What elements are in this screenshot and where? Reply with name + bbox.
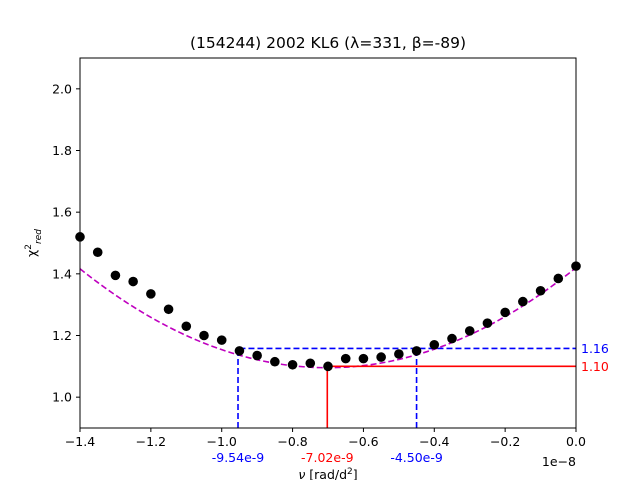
- x-tick-label: −0.2: [490, 434, 520, 449]
- data-points: [75, 232, 581, 372]
- interval-right-label: -4.50e-9: [390, 450, 443, 465]
- interval-left-label: -9.54e-9: [212, 450, 265, 465]
- data-point: [411, 346, 422, 356]
- data-point: [358, 353, 369, 364]
- y-axis-label: χ2red: [24, 229, 44, 257]
- data-point: [518, 296, 528, 307]
- minimum-chi2-label: 1.10: [581, 359, 609, 374]
- data-point: [163, 304, 174, 315]
- data-point: [429, 339, 440, 350]
- fit-curve: [79, 267, 577, 369]
- data-point: [287, 359, 298, 370]
- data-point: [535, 285, 546, 296]
- y-tick-label: 1.2: [52, 328, 72, 343]
- data-point: [553, 273, 564, 284]
- y-tick-label: 1.0: [52, 390, 72, 405]
- interval-chi2-label: 1.16: [581, 341, 609, 356]
- minimum-nu-label: -7.02e-9: [301, 450, 354, 465]
- x-tick-label: −0.4: [419, 434, 449, 449]
- x-tick-label: −0.8: [277, 434, 307, 449]
- data-point: [92, 247, 103, 258]
- data-point: [199, 330, 209, 341]
- data-point: [394, 349, 404, 359]
- data-point: [252, 350, 262, 361]
- data-point: [500, 307, 510, 318]
- x-tick-label: −1.2: [136, 434, 166, 449]
- y-tick-label: 2.0: [52, 81, 72, 96]
- y-axis-ticks: 1.0 1.2 1.4 1.6 1.8 2.0: [52, 81, 80, 405]
- data-point: [376, 352, 386, 362]
- x-axis-label: ν [rad/d2]: [298, 467, 357, 480]
- data-point: [234, 346, 245, 356]
- y-tick-label: 1.6: [52, 205, 72, 220]
- data-point: [305, 358, 316, 369]
- y-tick-label: 1.4: [52, 266, 72, 281]
- chart-title: (154244) 2002 KL6 (λ=331, β=-89): [190, 34, 466, 52]
- y-tick-label: 1.8: [52, 143, 72, 158]
- data-point: [270, 356, 280, 367]
- data-point: [447, 333, 457, 344]
- x-tick-label: −1.4: [65, 434, 95, 449]
- x-tick-label: 0.0: [566, 434, 586, 449]
- x-tick-label: −1.0: [207, 434, 237, 449]
- data-point: [482, 318, 493, 328]
- annotation-lines: [237, 347, 576, 428]
- x-offset-label: 1e−8: [542, 454, 576, 469]
- data-point: [181, 321, 192, 332]
- data-point: [128, 276, 138, 287]
- plot-frame: [79, 57, 577, 429]
- data-point: [323, 361, 333, 372]
- data-point: [464, 326, 475, 336]
- data-point: [146, 289, 156, 299]
- data-point: [110, 270, 121, 281]
- plot-area: [79, 267, 577, 369]
- interval-left-line: [237, 347, 576, 428]
- data-point: [216, 335, 227, 345]
- x-tick-label: −0.6: [348, 434, 378, 449]
- data-point: [340, 353, 351, 364]
- minimum-line: [326, 365, 576, 428]
- x-axis-ticks: −1.4 −1.2 −1.0 −0.8 −0.6 −0.4 −0.2 0.0: [65, 428, 586, 449]
